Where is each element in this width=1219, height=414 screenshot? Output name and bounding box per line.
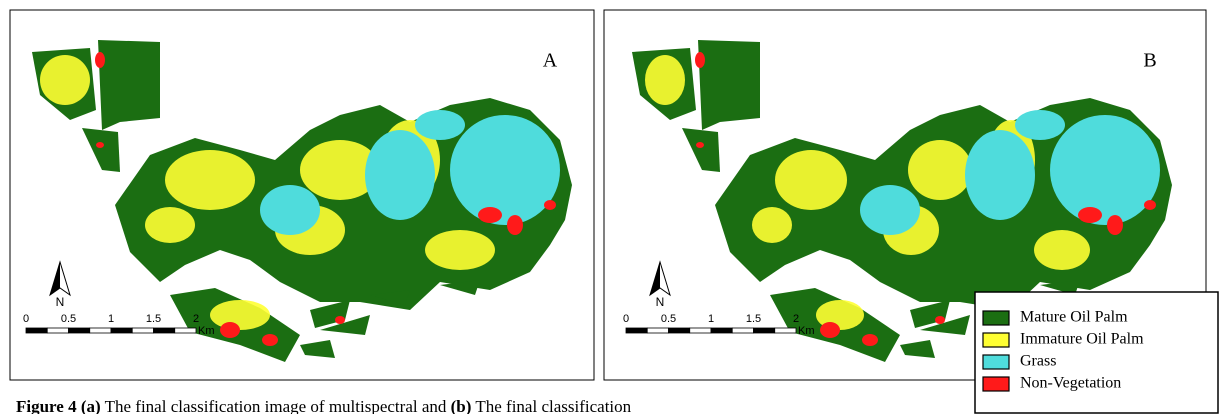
immature-area (40, 55, 90, 105)
non-veg-area (262, 334, 278, 346)
scale-segment (154, 328, 175, 333)
scale-segment (775, 328, 796, 333)
legend-label: Immature Oil Palm (1020, 331, 1144, 348)
grass-area (365, 130, 435, 220)
caption-part: (b) (451, 397, 472, 414)
grass-area (450, 115, 560, 225)
scale-segment (175, 328, 196, 333)
caption-part: The final classification (471, 397, 631, 414)
grass-area (965, 130, 1035, 220)
figure: AN00.511.52Km BN00.511.52Km Mature Oil P… (0, 0, 1219, 414)
scale-label: 1.5 (146, 313, 161, 325)
legend-label: Grass (1020, 353, 1056, 370)
non-veg-area (478, 207, 502, 223)
grass-area (260, 185, 320, 235)
non-veg-area (95, 52, 105, 68)
legend-label: Non-Vegetation (1020, 375, 1121, 392)
non-veg-area (96, 142, 104, 148)
north-label: N (656, 295, 665, 309)
immature-area (645, 55, 685, 105)
scale-segment (626, 328, 647, 333)
scale-segment (47, 328, 68, 333)
immature-area (752, 207, 792, 243)
caption-part: The final classification image of multis… (101, 397, 451, 414)
map-region (698, 40, 760, 130)
scale-unit: Km (798, 325, 815, 337)
non-veg-area (1107, 215, 1123, 235)
scale-segment (711, 328, 732, 333)
scale-segment (132, 328, 153, 333)
scale-segment (111, 328, 132, 333)
scale-segment (69, 328, 90, 333)
scale-label: 0.5 (61, 313, 76, 325)
scale-segment (647, 328, 668, 333)
panel-label: A (543, 50, 558, 72)
caption-part: Figure 4 (a) (16, 397, 101, 414)
scale-label: 1 (108, 313, 114, 325)
non-veg-area (1078, 207, 1102, 223)
non-veg-area (695, 52, 705, 68)
scale-segment (690, 328, 711, 333)
immature-area (210, 300, 270, 330)
immature-area (145, 207, 195, 243)
non-veg-area (862, 334, 878, 346)
immature-area (908, 140, 972, 200)
scale-label: 1.5 (746, 313, 761, 325)
panel-label: B (1143, 50, 1156, 72)
immature-area (165, 150, 255, 210)
grass-area (1050, 115, 1160, 225)
grass-area (860, 185, 920, 235)
grass-area (415, 110, 465, 140)
legend-swatch (983, 377, 1009, 391)
non-veg-area (1144, 200, 1156, 210)
scale-segment (90, 328, 111, 333)
scale-segment (732, 328, 753, 333)
scale-label: 0.5 (661, 313, 676, 325)
immature-area (425, 230, 495, 270)
non-veg-area (335, 316, 345, 324)
caption: Figure 4 (a) The final classification im… (16, 397, 632, 414)
legend-label: Mature Oil Palm (1020, 309, 1128, 326)
map-region (98, 40, 160, 130)
scale-label: 0 (623, 313, 629, 325)
north-label: N (56, 295, 65, 309)
scale-label: 0 (23, 313, 29, 325)
scale-segment (754, 328, 775, 333)
non-veg-area (544, 200, 556, 210)
non-veg-area (220, 322, 240, 338)
scale-segment (26, 328, 47, 333)
scale-label: 1 (708, 313, 714, 325)
immature-area (775, 150, 847, 210)
legend-swatch (983, 355, 1009, 369)
scale-unit: Km (198, 325, 215, 337)
grass-area (1015, 110, 1065, 140)
immature-area (1034, 230, 1090, 270)
scale-label: 2 (793, 313, 799, 325)
legend: Mature Oil Palm Immature Oil Palm Grass Non… (975, 292, 1218, 413)
non-veg-area (696, 142, 704, 148)
scale-label: 2 (193, 313, 199, 325)
non-veg-area (820, 322, 840, 338)
non-veg-area (935, 316, 945, 324)
legend-swatch (983, 311, 1009, 325)
legend-swatch (983, 333, 1009, 347)
scale-segment (669, 328, 690, 333)
non-veg-area (507, 215, 523, 235)
